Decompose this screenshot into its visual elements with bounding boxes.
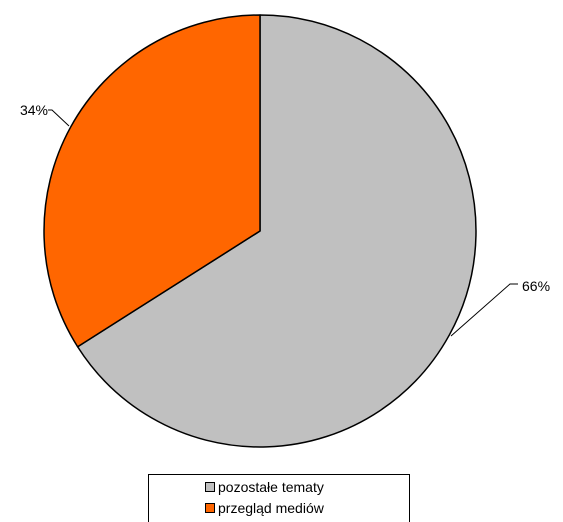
leader-lines [48,109,518,337]
legend-swatch-pozostale-tematy [205,482,215,492]
leader-line-pozostale-tematy [450,283,518,337]
pie-slices [43,14,477,448]
slice-label-pozostale-tematy: 66% [522,278,550,294]
pie-slice-przeglad-mediow [43,14,261,348]
legend-label-pozostale-tematy: pozostałe tematy [218,479,324,495]
leader-line-przeglad-mediow [48,109,70,127]
legend: pozostałe tematy przegląd mediów [148,474,410,522]
legend-label-przeglad-mediow: przegląd mediów [218,500,325,516]
legend-box [148,474,410,522]
pie-slice-pozostale-tematy [76,14,477,448]
legend-swatch-przeglad-mediow [205,503,215,513]
slice-label-przeglad-mediow: 34% [20,102,48,118]
